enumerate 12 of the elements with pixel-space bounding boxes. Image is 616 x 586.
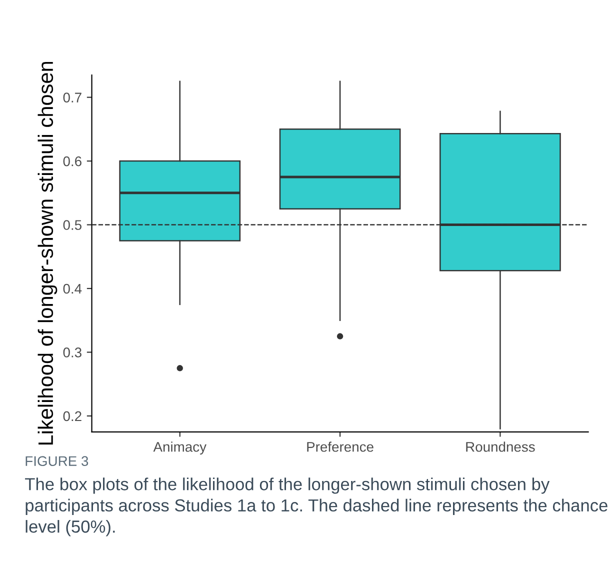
x-tick-label: Preference: [307, 442, 374, 452]
y-axis-title: Likelihood of longer-shown stimuli chosen: [38, 62, 58, 445]
y-tick-label: 0.2: [63, 411, 82, 422]
y-tick-label: 0.7: [63, 92, 82, 102]
y-tick-label: 0.3: [63, 348, 82, 358]
y-tick-label: 0.6: [63, 156, 82, 166]
y-tick-label: 0.5: [63, 220, 82, 230]
caption: FIGURE 3: [26, 456, 88, 466]
x-tick-label: Animacy: [153, 442, 206, 455]
x-tick-label: Roundness: [466, 442, 535, 452]
y-tick-label: 0.4: [63, 284, 82, 294]
text: The box plots of the likelihood of the longer-shown stimuli chosen by participants across Studies 1a to 1c. The dashed line represents the chance level (50%).: [25, 478, 608, 536]
